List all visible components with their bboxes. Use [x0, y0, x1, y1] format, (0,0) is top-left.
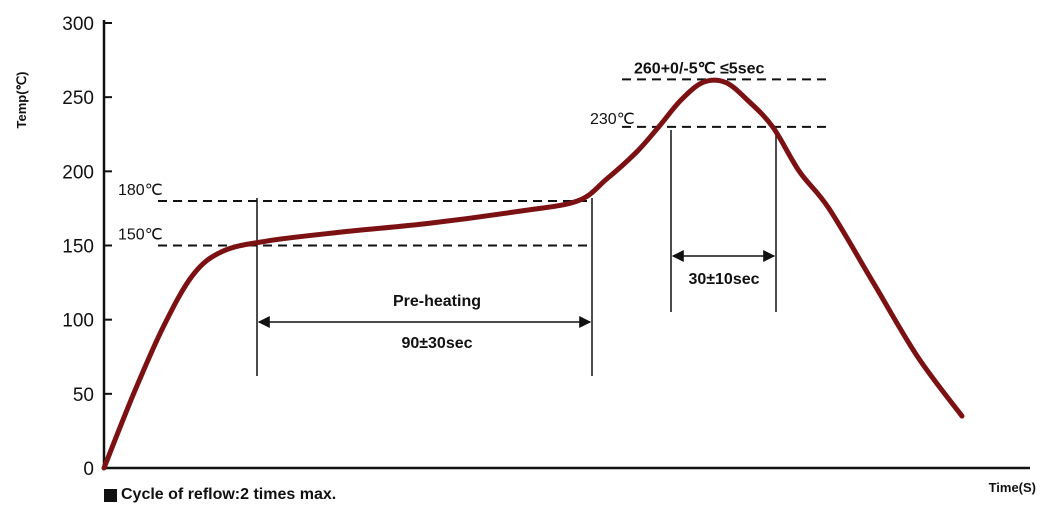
ref-line-peak-label: 260+0/-5℃ ≤5sec [634, 60, 765, 77]
reflow-cycle-text: Cycle of reflow:2 times max. [121, 486, 337, 503]
temperature-curve-line [101, 77, 965, 471]
ref-line-230-label: 230℃ [590, 111, 635, 128]
reflow-cycle-note: Cycle of reflow:2 times max. [104, 486, 336, 504]
y-tick-label: 300 [62, 14, 94, 35]
y-tick-label: 100 [62, 311, 94, 332]
y-tick-label: 200 [62, 162, 94, 183]
preheat-label: Pre-heating [393, 293, 481, 310]
y-tick-label: 0 [83, 459, 94, 480]
y-axis-title: Temp(℃) [14, 72, 29, 129]
x-axis-title: Time(S) [989, 480, 1036, 495]
y-tick-label: 50 [73, 385, 94, 406]
temperature-curve [101, 77, 965, 471]
preheat-duration-label: 90±30sec [401, 335, 472, 352]
axes: 0 50 100 150 200 250 300 Temp(℃) Time(S) [14, 14, 1036, 495]
y-tick-label: 150 [62, 237, 94, 258]
y-tick-label: 250 [62, 88, 94, 109]
square-bullet-icon [104, 488, 117, 502]
ref-line-180-label: 180℃ [118, 182, 163, 199]
ref-line-150-label: 150℃ [118, 227, 163, 244]
reflow-duration-label: 30±10sec [688, 271, 759, 288]
annotations: Pre-heating 90±30sec 30±10sec [256, 130, 777, 376]
